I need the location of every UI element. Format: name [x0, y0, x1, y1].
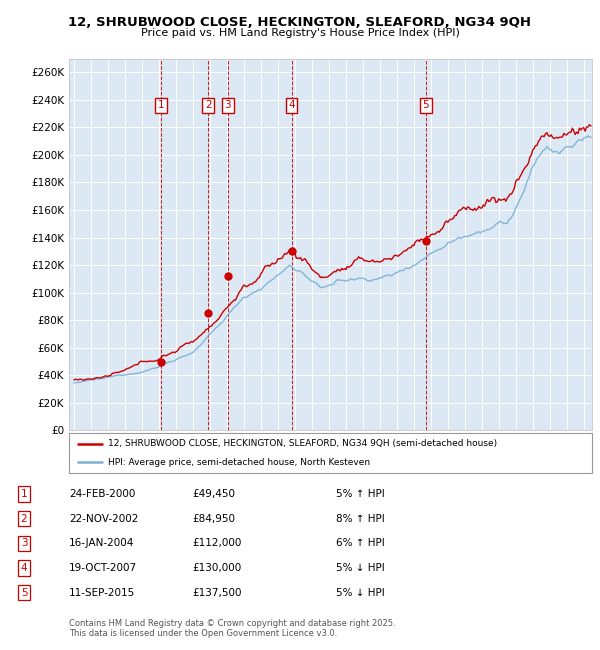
- Text: 24-FEB-2000: 24-FEB-2000: [69, 489, 136, 499]
- Text: 6% ↑ HPI: 6% ↑ HPI: [336, 538, 385, 549]
- Text: Price paid vs. HM Land Registry's House Price Index (HPI): Price paid vs. HM Land Registry's House …: [140, 28, 460, 38]
- Text: 12, SHRUBWOOD CLOSE, HECKINGTON, SLEAFORD, NG34 9QH: 12, SHRUBWOOD CLOSE, HECKINGTON, SLEAFOR…: [68, 16, 532, 29]
- Text: £49,450: £49,450: [192, 489, 235, 499]
- Text: 5: 5: [20, 588, 28, 598]
- Text: 22-NOV-2002: 22-NOV-2002: [69, 514, 139, 524]
- Text: £137,500: £137,500: [192, 588, 241, 598]
- Text: HPI: Average price, semi-detached house, North Kesteven: HPI: Average price, semi-detached house,…: [108, 458, 370, 467]
- Text: 3: 3: [20, 538, 28, 549]
- Text: 5: 5: [422, 100, 429, 110]
- Text: 1: 1: [158, 100, 165, 110]
- Text: 5% ↓ HPI: 5% ↓ HPI: [336, 588, 385, 598]
- Text: 5% ↑ HPI: 5% ↑ HPI: [336, 489, 385, 499]
- Text: Contains HM Land Registry data © Crown copyright and database right 2025.: Contains HM Land Registry data © Crown c…: [69, 619, 395, 628]
- Text: £130,000: £130,000: [192, 563, 241, 573]
- Text: 4: 4: [20, 563, 28, 573]
- Text: 2: 2: [205, 100, 211, 110]
- Text: This data is licensed under the Open Government Licence v3.0.: This data is licensed under the Open Gov…: [69, 629, 337, 638]
- Text: 1: 1: [20, 489, 28, 499]
- Text: £84,950: £84,950: [192, 514, 235, 524]
- Text: 8% ↑ HPI: 8% ↑ HPI: [336, 514, 385, 524]
- Text: 11-SEP-2015: 11-SEP-2015: [69, 588, 135, 598]
- Text: 12, SHRUBWOOD CLOSE, HECKINGTON, SLEAFORD, NG34 9QH (semi-detached house): 12, SHRUBWOOD CLOSE, HECKINGTON, SLEAFOR…: [108, 439, 497, 448]
- Text: 2: 2: [20, 514, 28, 524]
- Text: 4: 4: [288, 100, 295, 110]
- Text: 5% ↓ HPI: 5% ↓ HPI: [336, 563, 385, 573]
- Text: 3: 3: [224, 100, 231, 110]
- Text: 19-OCT-2007: 19-OCT-2007: [69, 563, 137, 573]
- Text: 16-JAN-2004: 16-JAN-2004: [69, 538, 134, 549]
- Text: £112,000: £112,000: [192, 538, 241, 549]
